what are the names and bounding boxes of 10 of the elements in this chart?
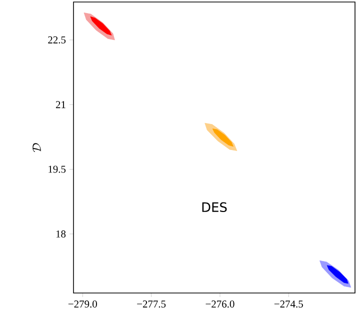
annotation: DES xyxy=(202,202,227,212)
y-tick-label: 18 xyxy=(56,230,66,238)
x-tick-label: −274.5 xyxy=(274,300,303,308)
y-axis-title: $\mathcal{D}$ xyxy=(32,143,41,152)
x-tick-label: −276.0 xyxy=(206,300,234,308)
y-tick-label: 22.5 xyxy=(48,36,66,44)
x-tick-label: −277.5 xyxy=(137,300,166,308)
y-tick-label: 21 xyxy=(56,101,66,108)
y-tick-label: 19.5 xyxy=(48,166,66,173)
x-tick-label: −279.0 xyxy=(68,300,97,308)
